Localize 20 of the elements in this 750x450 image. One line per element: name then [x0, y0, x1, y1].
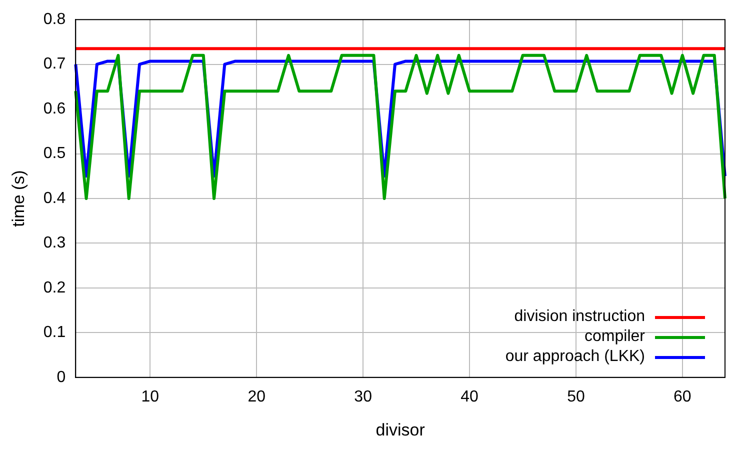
y-tick-label: 0.5	[43, 145, 66, 162]
x-tick-label: 40	[460, 388, 479, 406]
y-tick-label: 0.6	[43, 100, 66, 118]
x-axis-title: divisor	[376, 420, 426, 440]
legend-label: our approach (LKK)	[505, 347, 645, 368]
y-axis-title: time (s)	[8, 170, 28, 227]
y-tick-label: 0.8	[43, 11, 66, 28]
y-tick-label: 0.7	[43, 56, 66, 73]
y-tick-label: 0.3	[43, 234, 66, 252]
y-tick-label: 0.2	[43, 279, 66, 296]
legend-label: compiler	[584, 327, 645, 348]
x-tick-label: 20	[248, 388, 266, 406]
y-tick-label: 0	[56, 368, 66, 386]
x-tick-label: 30	[354, 388, 372, 406]
y-tick-label: 0.4	[43, 190, 66, 207]
x-tick-label: 60	[674, 388, 692, 406]
y-tick-label: 0.1	[43, 324, 66, 342]
x-tick-label: 50	[567, 388, 585, 406]
x-tick-label: 10	[141, 388, 160, 406]
legend-label: division instruction	[514, 307, 645, 328]
